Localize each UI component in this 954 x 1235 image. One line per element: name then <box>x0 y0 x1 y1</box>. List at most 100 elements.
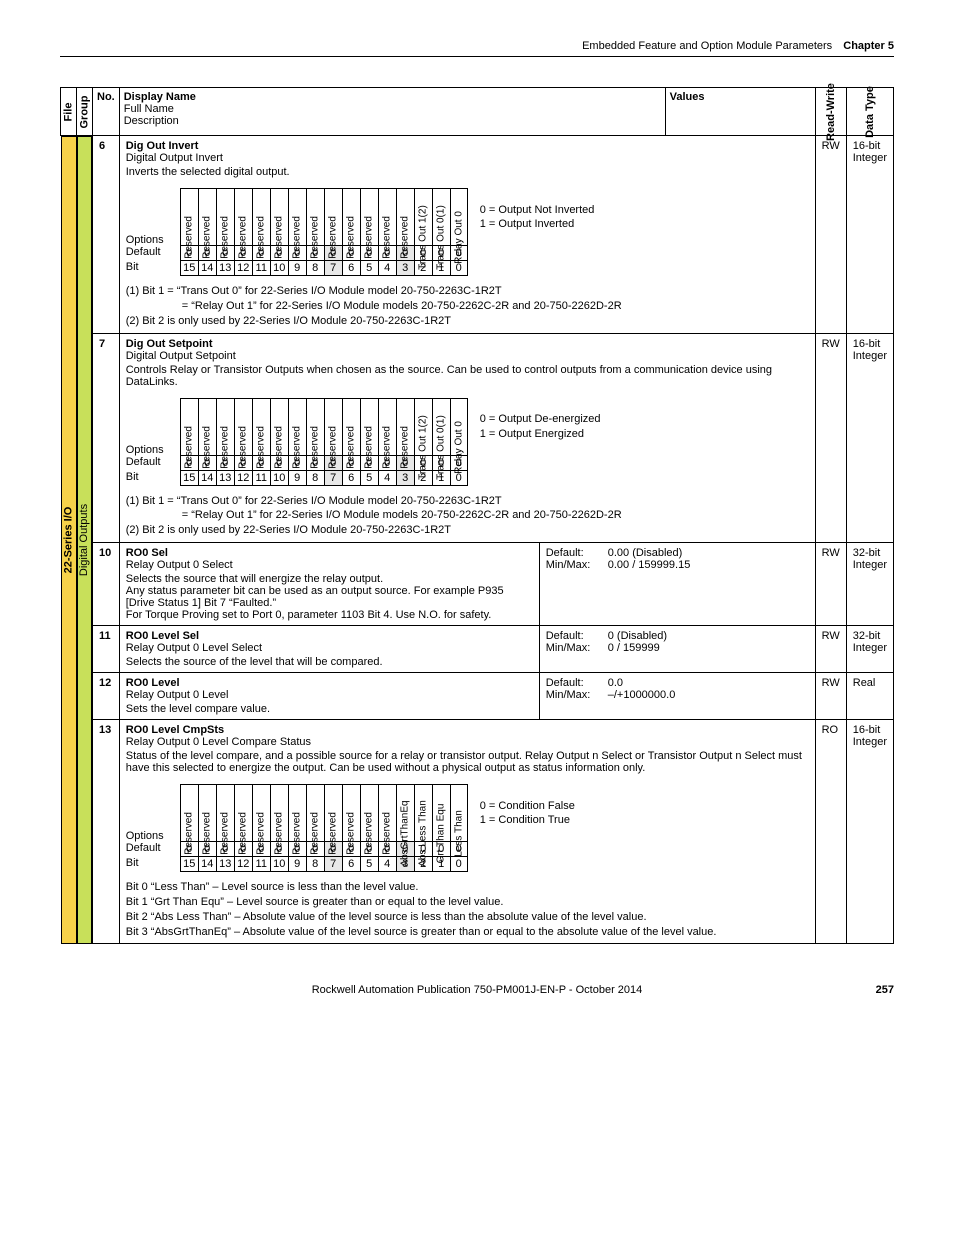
col-no: No. <box>93 88 120 136</box>
bit-option: Reserved <box>306 188 324 246</box>
bit-number: 13 <box>216 857 234 872</box>
bit-number: 0 <box>450 857 468 872</box>
parameter-table: File Group No. Display Name Full Name De… <box>60 87 894 944</box>
p11-values: Default:0 (Disabled) Min/Max:0 / 159999 <box>539 626 815 673</box>
bit-option: Reserved <box>234 398 252 456</box>
bit-option: Trans Out 0(1) <box>432 188 450 246</box>
bit-option: Reserved <box>234 188 252 246</box>
bit-option: Reserved <box>342 398 360 456</box>
bit-number: 3 <box>396 471 414 486</box>
bit-option: Reserved <box>324 398 342 456</box>
bit-option: Reserved <box>216 398 234 456</box>
p13-no: 13 <box>93 720 120 944</box>
param-row-11: 11 RO0 Level Sel Relay Output 0 Level Se… <box>61 626 894 673</box>
bit-option: Reserved <box>342 784 360 842</box>
p12-body: RO0 Level Relay Output 0 Level Sets the … <box>119 673 539 720</box>
p6-desc: Inverts the selected digital output. <box>126 166 809 178</box>
bit-option: Reserved <box>180 398 198 456</box>
bit-option: Reserved <box>180 188 198 246</box>
def-label: Default <box>126 246 180 261</box>
col-dt-label: Data Type <box>864 86 876 138</box>
p7-notes: (1) Bit 1 = “Trans Out 0” for 22-Series … <box>126 494 809 539</box>
param-row-6: 22-Series I/O Digital Outputs 6 Dig Out … <box>61 136 894 334</box>
col-group: Group <box>77 88 93 136</box>
bit-number: 4 <box>378 261 396 276</box>
col-display-label: Display Name <box>124 91 196 103</box>
p11-no: 11 <box>93 626 120 673</box>
p11-full: Relay Output 0 Level Select <box>126 642 262 654</box>
p13-expl: 0 = Condition False 1 = Condition True <box>480 799 575 828</box>
bit-option: Reserved <box>252 398 270 456</box>
p13-rw: RO <box>815 720 846 944</box>
bit-option: Reserved <box>360 398 378 456</box>
bit-option: Grt Than Equ <box>432 784 450 842</box>
bit-option: Trans Out 1(2) <box>414 188 432 246</box>
p13-notes: Bit 0 “Less Than” – Level source is less… <box>126 880 809 939</box>
bit-option: Reserved <box>270 188 288 246</box>
bit-number: 10 <box>270 261 288 276</box>
bit-option: Reserved <box>396 188 414 246</box>
p7-body: Dig Out Setpoint Digital Output Setpoint… <box>119 333 815 543</box>
param-row-12: 12 RO0 Level Relay Output 0 Level Sets t… <box>61 673 894 720</box>
p13-body: RO0 Level CmpSts Relay Output 0 Level Co… <box>119 720 815 944</box>
file-sidebar: 22-Series I/O <box>61 136 77 944</box>
bit-number: 11 <box>252 857 270 872</box>
p13-desc: Status of the level compare, and a possi… <box>126 750 809 774</box>
bit-option: Reserved <box>378 188 396 246</box>
bit-number: 10 <box>270 857 288 872</box>
bit-option: AbsGrtThanEq <box>396 784 414 842</box>
col-rw: Read-Write <box>815 88 846 136</box>
bit-number: 13 <box>216 261 234 276</box>
bit-option: Reserved <box>270 784 288 842</box>
section-title: Embedded Feature and Option Module Param… <box>582 40 832 52</box>
bit-option: Reserved <box>198 188 216 246</box>
p12-name: RO0 Level <box>126 677 180 689</box>
bit-number: 6 <box>342 261 360 276</box>
bit-number: 12 <box>234 471 252 486</box>
col-values: Values <box>665 88 815 136</box>
p6-rw: RW <box>815 136 846 334</box>
bit-number: 7 <box>324 261 342 276</box>
param-row-13: 13 RO0 Level CmpSts Relay Output 0 Level… <box>61 720 894 944</box>
p10-dt: 32-bitInteger <box>846 543 893 626</box>
group-sidebar: Digital Outputs <box>77 136 93 944</box>
p12-dt: Real <box>846 673 893 720</box>
bit-option: Reserved <box>378 784 396 842</box>
bit-number: 14 <box>198 857 216 872</box>
bit-number: 3 <box>396 261 414 276</box>
param-row-7: 7 Dig Out Setpoint Digital Output Setpoi… <box>61 333 894 543</box>
bit-number: 10 <box>270 471 288 486</box>
p10-rw: RW <box>815 543 846 626</box>
bit-number: 8 <box>306 261 324 276</box>
bit-option: Reserved <box>216 784 234 842</box>
header-rule <box>60 56 894 57</box>
p7-full: Digital Output Setpoint <box>126 350 236 362</box>
p10-full: Relay Output 0 Select <box>126 559 233 571</box>
bit-option: Reserved <box>324 188 342 246</box>
p7-desc: Controls Relay or Transistor Outputs whe… <box>126 364 809 388</box>
col-dt: Data Type <box>846 88 893 136</box>
bit-option: Reserved <box>396 398 414 456</box>
bit-number: 7 <box>324 471 342 486</box>
col-fullname-label: Full Name <box>124 103 661 115</box>
bit-option: Less Than <box>450 784 468 842</box>
p11-dt: 32-bitInteger <box>846 626 893 673</box>
bit-number: 4 <box>378 857 396 872</box>
bit-number: 12 <box>234 261 252 276</box>
col-file: File <box>61 88 77 136</box>
bit-number: 9 <box>288 261 306 276</box>
p7-bitstrip: Options ReservedReservedReservedReserved… <box>126 398 809 486</box>
bit-option: Reserved <box>342 188 360 246</box>
p7-no: 7 <box>93 333 120 543</box>
p13-bitstrip: Options ReservedReservedReservedReserved… <box>126 784 809 872</box>
bit-option: Abs Less Than <box>414 784 432 842</box>
bit-option: Reserved <box>234 784 252 842</box>
p6-expl: 0 = Output Not Inverted 1 = Output Inver… <box>480 203 595 232</box>
p6-full: Digital Output Invert <box>126 152 223 164</box>
p12-rw: RW <box>815 673 846 720</box>
bit-number: 14 <box>198 471 216 486</box>
p11-body: RO0 Level Sel Relay Output 0 Level Selec… <box>119 626 539 673</box>
p6-no: 6 <box>93 136 120 334</box>
bit-number: 5 <box>360 261 378 276</box>
bit-number: 11 <box>252 261 270 276</box>
